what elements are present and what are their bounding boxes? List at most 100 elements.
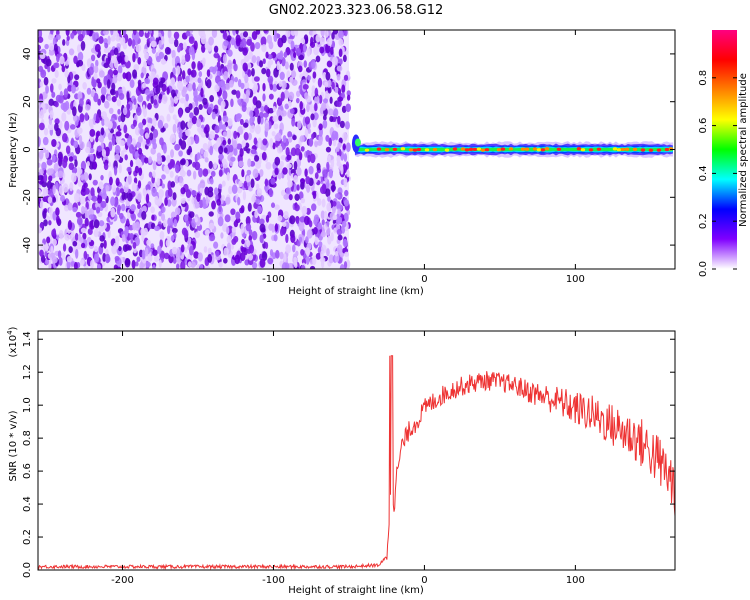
noise-blob: [80, 227, 87, 234]
noise-blob: [288, 136, 293, 143]
noise-blob: [198, 71, 203, 78]
noise-blob: [197, 60, 202, 71]
noise-blob: [147, 102, 152, 110]
noise-blob: [50, 167, 54, 175]
noise-blob: [307, 154, 311, 163]
noise-blob: [79, 98, 84, 107]
noise-blob: [264, 178, 269, 187]
noise-blob: [185, 93, 189, 102]
noise-blob: [207, 106, 213, 115]
noise-blob: [313, 112, 319, 121]
colorbar-tick-label: 0.8: [698, 70, 709, 86]
noise-blob: [339, 120, 345, 129]
noise-blob: [223, 40, 229, 47]
noise-blob: [134, 151, 138, 161]
noise-blob: [75, 248, 79, 259]
noise-blob: [58, 229, 64, 240]
noise-blob: [245, 215, 251, 226]
noise-blob: [177, 45, 181, 53]
noise-blob: [172, 123, 177, 134]
noise-blob: [200, 87, 204, 98]
noise-blob: [77, 33, 84, 42]
noise-blob: [221, 194, 225, 201]
noise-blob: [39, 109, 45, 120]
noise-blob: [51, 154, 56, 163]
noise-blob: [187, 83, 193, 92]
noise-blob: [51, 91, 56, 98]
noise-blob: [129, 79, 135, 89]
noise-blob: [86, 30, 91, 36]
noise-blob: [193, 251, 200, 259]
noise-blob: [76, 30, 82, 35]
noise-blob: [276, 60, 281, 71]
noise-blob: [85, 146, 91, 154]
noise-blob: [207, 254, 213, 263]
noise-blob: [218, 169, 223, 177]
noise-blob: [181, 55, 186, 65]
noise-blob: [152, 160, 157, 171]
noise-blob: [45, 58, 52, 67]
noise-blob: [103, 239, 107, 249]
noise-blob: [276, 145, 283, 154]
noise-blob: [196, 152, 201, 161]
noise-blob: [135, 207, 139, 215]
noise-blob: [302, 84, 309, 90]
noise-blob: [39, 52, 46, 60]
noise-blob: [130, 204, 136, 212]
noise-blob: [295, 47, 302, 57]
noise-blob: [270, 202, 276, 208]
noise-blob: [328, 169, 333, 179]
noise-blob: [339, 264, 345, 269]
noise-blob: [192, 170, 197, 180]
noise-blob: [161, 183, 165, 189]
snr-panel: -200 -100 0 100 0.0 0.2 0.4 0.6 0.8 1.0 1.2 1.4 He…: [6, 326, 676, 596]
noise-blob: [327, 195, 331, 202]
noise-blob: [97, 195, 103, 204]
noise-blob: [172, 256, 177, 264]
noise-blob: [180, 187, 186, 195]
noise-blob: [216, 137, 222, 147]
noise-blob: [137, 180, 142, 189]
noise-blob: [307, 128, 312, 134]
noise-blob: [318, 241, 323, 248]
snr-frame: [37, 330, 676, 571]
noise-blob: [223, 147, 228, 154]
noise-blob: [152, 171, 156, 178]
noise-blob: [300, 248, 305, 256]
noise-blob: [330, 184, 336, 192]
noise-blob: [170, 181, 176, 188]
noise-blob: [296, 184, 300, 191]
noise-blob: [241, 238, 245, 245]
noise-blob: [237, 196, 241, 206]
noise-blob: [331, 56, 338, 66]
noise-blob: [283, 211, 289, 220]
noise-blob: [101, 118, 105, 126]
noise-blob: [264, 123, 270, 132]
noise-blob: [285, 187, 291, 195]
noise-blob: [230, 208, 236, 216]
noise-blob: [233, 63, 238, 72]
y-tick-label: 0.2: [22, 529, 33, 545]
noise-blob: [143, 157, 149, 164]
noise-blob: [177, 74, 183, 83]
noise-blob: [173, 38, 179, 48]
noise-blob: [163, 164, 170, 173]
noise-blob: [132, 247, 138, 254]
noise-blob: [194, 134, 200, 144]
noise-blob: [279, 160, 284, 168]
noise-blob: [137, 135, 143, 143]
noise-blob: [342, 238, 348, 248]
noise-blob: [343, 74, 349, 81]
noise-blob: [80, 174, 85, 181]
noise-blob: [55, 34, 61, 41]
noise-blob: [67, 74, 71, 84]
x-tick-label: -200: [111, 274, 134, 285]
noise-blob: [322, 71, 327, 80]
noise-blob: [172, 114, 177, 121]
noise-blob: [273, 67, 279, 78]
noise-blob: [276, 109, 283, 118]
noise-blob: [272, 83, 278, 92]
noise-blob: [68, 156, 74, 162]
noise-blob: [62, 243, 67, 252]
noise-blob: [38, 30, 43, 39]
